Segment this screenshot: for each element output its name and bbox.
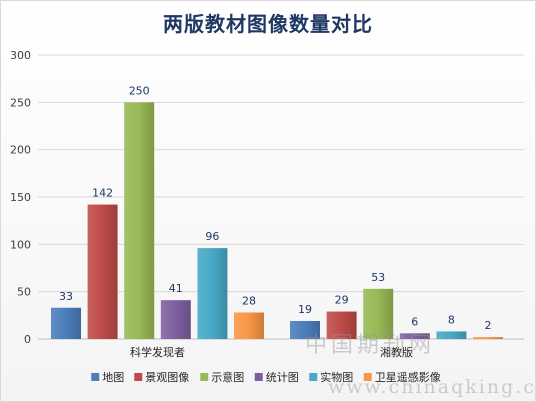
y-tick-label: 200: [10, 144, 31, 157]
legend-swatch: [134, 373, 143, 381]
data-label: 53: [371, 271, 385, 284]
y-tick-label: 100: [10, 238, 31, 251]
bar: [473, 337, 503, 339]
bar: [234, 312, 264, 339]
chart-title: 两版教材图像数量对比: [163, 12, 373, 36]
legend-item: 景观图像: [134, 371, 189, 384]
data-label: 8: [448, 313, 455, 326]
bar: [436, 331, 467, 339]
data-label: 29: [335, 294, 349, 307]
data-label: 28: [242, 294, 256, 307]
legend-label: 地图: [102, 371, 124, 384]
data-label: 6: [411, 315, 418, 328]
bar: [326, 311, 357, 339]
legend-label: 实物图: [320, 370, 353, 384]
bar: [290, 321, 320, 339]
bar: [124, 102, 155, 339]
data-label: 142: [92, 187, 113, 200]
data-label: 250: [129, 84, 150, 97]
legend-swatch: [309, 373, 318, 381]
data-label: 96: [205, 230, 219, 243]
legend-swatch: [91, 373, 100, 381]
legend-item: 实物图: [309, 370, 353, 384]
y-tick-label: 250: [10, 96, 31, 109]
legend-item: 地图: [91, 371, 124, 384]
y-tick-label: 0: [24, 333, 31, 346]
bar: [363, 288, 394, 339]
bar: [51, 307, 81, 339]
legend-label: 统计图: [266, 371, 299, 384]
data-label: 2: [485, 319, 492, 332]
legend-item: 卫星遥感影像: [363, 371, 441, 384]
x-category-label: 湘教版: [380, 345, 413, 359]
bar: [87, 204, 118, 339]
bar: [399, 333, 430, 339]
legend-label: 卫星遥感影像: [375, 371, 441, 384]
legend-item: 示意图: [200, 370, 244, 384]
x-category-label: 科学发现者: [130, 345, 185, 359]
legend-item: 统计图: [254, 371, 299, 384]
legend-swatch: [363, 373, 372, 381]
bar: [197, 248, 228, 339]
bar: [160, 300, 191, 339]
data-label: 41: [169, 282, 183, 295]
y-tick-label: 150: [10, 191, 31, 204]
legend-label: 示意图: [211, 370, 244, 384]
data-label: 33: [59, 290, 73, 303]
legend-swatch: [254, 373, 263, 381]
data-label: 19: [298, 303, 312, 316]
legend-label: 景观图像: [145, 371, 189, 384]
y-tick-label: 300: [10, 49, 31, 62]
y-tick-label: 50: [17, 286, 31, 299]
legend-swatch: [200, 373, 209, 381]
